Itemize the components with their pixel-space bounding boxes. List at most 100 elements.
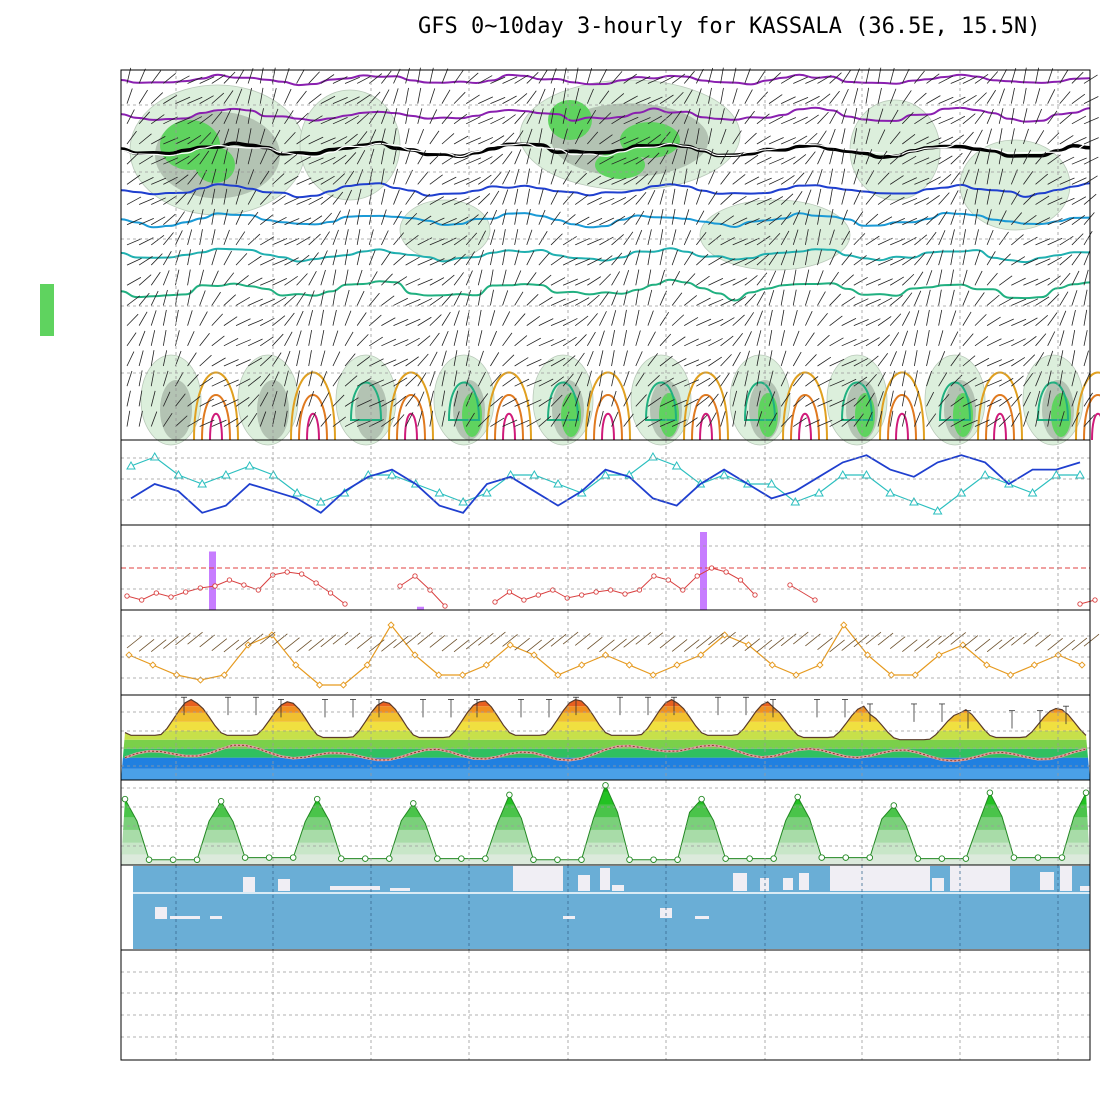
lifted-index-point	[212, 583, 218, 589]
wind-barb	[272, 371, 280, 387]
wind-barb	[780, 230, 790, 246]
wind-barb	[890, 238, 906, 246]
wind-barb	[1083, 250, 1091, 266]
wind-barb	[478, 137, 494, 145]
wind-barb	[199, 290, 206, 306]
temp-contour-20-pocket	[447, 381, 481, 421]
wind-barb	[151, 177, 167, 185]
wind-barb	[247, 190, 257, 205]
wind-barb	[1059, 330, 1065, 346]
wind-barb	[926, 270, 933, 286]
wind-speed-point	[649, 671, 657, 679]
wind-speed-point	[458, 671, 467, 679]
wind-barb	[853, 189, 862, 205]
wind-barb	[938, 330, 944, 346]
wind-barb	[538, 318, 554, 326]
thickness-point	[292, 487, 302, 497]
wind-barb	[962, 311, 972, 326]
wind-barb	[1047, 176, 1062, 185]
wind-barb	[187, 209, 194, 225]
wind-barb	[877, 352, 889, 367]
lifted-index-point	[723, 569, 729, 575]
wind-barb	[671, 129, 680, 145]
wind-barb	[914, 197, 929, 205]
thickness-point	[837, 469, 848, 479]
wind-barb	[865, 191, 877, 205]
wind-barb	[865, 411, 873, 427]
wind-barb	[914, 390, 920, 407]
wind-barb	[356, 356, 371, 367]
wind-barb	[744, 218, 760, 226]
rh-band	[121, 841, 1090, 856]
wind-barb	[320, 156, 336, 165]
surface-wind-barb	[768, 637, 785, 650]
wind-barb	[380, 148, 385, 165]
rh-point	[1034, 854, 1042, 861]
wind-barb	[853, 88, 859, 104]
wind-barb	[1083, 96, 1099, 104]
wind-barb	[211, 357, 226, 367]
wind-barb	[720, 354, 732, 367]
wind-barb	[950, 396, 964, 407]
lifted-index-point	[241, 582, 247, 588]
wind-barb	[550, 128, 555, 145]
wind-barb	[1059, 254, 1073, 266]
wind-barb	[756, 310, 763, 326]
wind-barb	[271, 390, 278, 407]
wind-barb	[562, 318, 578, 326]
surface-wind-barb	[732, 634, 748, 648]
wind-barb	[853, 211, 864, 225]
wind-barb	[1047, 331, 1056, 346]
wind-barb	[332, 116, 348, 125]
wind-barb	[211, 335, 225, 347]
wind-barb	[126, 217, 142, 226]
wind-barb	[235, 339, 251, 347]
wind-barb	[211, 229, 216, 245]
wind-barb	[163, 213, 176, 226]
wind-barb	[986, 168, 991, 185]
wind-barb	[260, 236, 275, 246]
wind-barb	[393, 339, 409, 347]
wind-barb	[914, 350, 918, 367]
wind-barb	[381, 416, 395, 427]
wind-barb	[744, 312, 755, 326]
wind-barb	[841, 416, 855, 427]
lifted-index-point	[680, 587, 686, 593]
surface-wind-barb	[126, 635, 143, 649]
lifted-index-point	[139, 597, 145, 603]
wind-barb	[429, 174, 443, 185]
lifted-index-point	[535, 592, 541, 598]
surface-wind-barb	[332, 631, 349, 645]
wind-barb	[150, 114, 165, 125]
wind-barb	[611, 215, 626, 226]
surface-wind-barb	[163, 636, 179, 649]
wind-barb	[744, 154, 759, 165]
wind-barb	[756, 135, 771, 145]
wind-barb	[817, 149, 825, 165]
wind-barb	[1071, 290, 1078, 306]
wind-barb	[1059, 236, 1074, 246]
cloud-patch-high	[900, 866, 930, 891]
wind-barb	[526, 250, 535, 266]
cloud-patch-high	[612, 885, 624, 891]
wind-barb	[817, 130, 827, 145]
wind-barb	[599, 112, 612, 125]
wind-barb	[1011, 256, 1026, 266]
wind-barb	[695, 108, 701, 124]
wind-barb	[623, 95, 638, 104]
wind-barb	[683, 89, 693, 104]
wind-barb	[526, 168, 530, 185]
wind-barb	[453, 216, 469, 226]
wind-barb	[986, 417, 1001, 427]
wind-barb	[720, 372, 730, 387]
wind-barb	[914, 411, 921, 427]
rh-point	[794, 793, 801, 801]
wind-barb	[162, 350, 168, 367]
labels-layer	[40, 284, 54, 336]
wind-barb	[1035, 108, 1043, 124]
wind-barb	[877, 391, 884, 407]
wind-barb	[223, 379, 239, 387]
wind-barb	[465, 251, 475, 266]
wind-barb	[696, 358, 712, 367]
wind-barb	[393, 148, 397, 165]
